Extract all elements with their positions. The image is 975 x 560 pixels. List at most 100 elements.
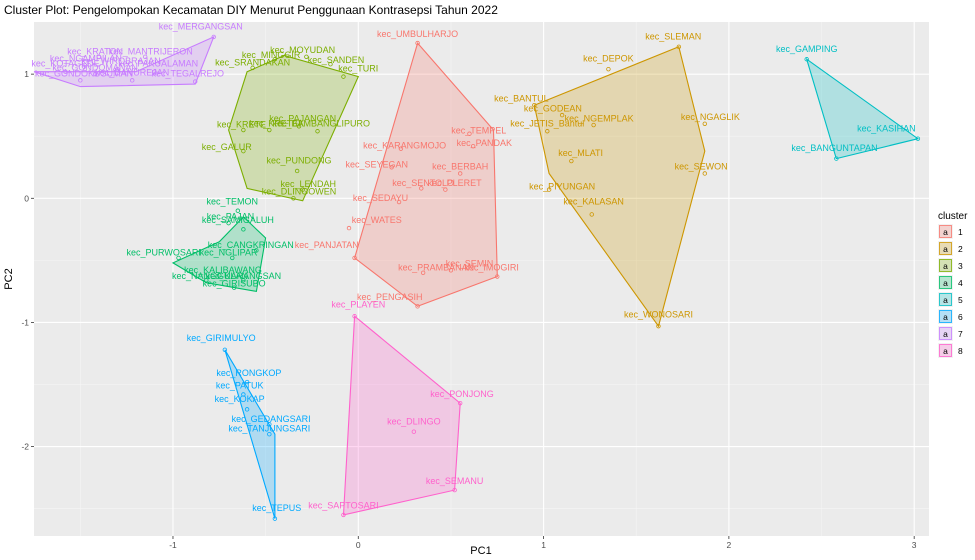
point-kec_BAMBANGLIPURO	[315, 129, 320, 134]
point-label: kec_KOTAGEDE	[31, 59, 99, 69]
point-kec_TANJUNGSARI	[267, 431, 272, 437]
point-label: kec_GONDOMANAN	[52, 62, 138, 72]
point-label: kec_BANGUNTAPAN	[791, 143, 877, 153]
point-label: kec_KRETE	[217, 120, 266, 130]
point-label: kec_GEDANGSARI	[232, 414, 311, 424]
point-label: kec_SAPTOSARI	[308, 501, 378, 511]
point-label: kec_SRANDAKAN	[215, 57, 290, 67]
gridlines-major	[34, 22, 929, 536]
legend-key-bg	[938, 326, 953, 341]
point-label: kec_NGLIPAR	[200, 247, 258, 257]
cluster-points	[63, 34, 921, 521]
point-label: kec_DLINGOWEN	[262, 187, 337, 197]
point-kec_PATUK	[241, 392, 246, 397]
point-label: kec_BANTUL	[494, 93, 549, 103]
point-label: kec_GAMPING	[776, 44, 838, 54]
point-kec_SEYEGAN	[389, 165, 394, 170]
legend-key-bg	[938, 343, 953, 358]
point-kec_KOKAP	[244, 407, 250, 412]
point-kec_KRATON	[96, 54, 102, 59]
point-kec_PLAYEN	[352, 314, 357, 319]
legend-key-glyph: a	[943, 227, 948, 237]
x-axis-title: PC1	[470, 545, 491, 557]
point-label: kec_WONOSARI	[624, 309, 693, 319]
point-kec_PAKUALAMAN	[152, 69, 157, 74]
legend-key-glyph: a	[943, 244, 948, 254]
point-kec_WATES	[346, 225, 352, 231]
legend-key-bg	[938, 258, 953, 273]
point-label: kec_DANUREJAN	[95, 67, 169, 77]
point-label: kec_JETIS_Bantul	[510, 118, 584, 128]
point-label: kec_GALUR	[202, 142, 253, 152]
point-label: kec_SEMANU	[426, 476, 484, 486]
point-kec_NANGGULAN	[204, 278, 209, 283]
point-label: kec_WATES	[352, 215, 402, 225]
point-kec_PIYUNGAN	[546, 187, 552, 192]
point-kec_GONDOMANAN	[92, 71, 98, 77]
point-label: kec_TANJUNGSARI	[228, 424, 310, 434]
legend-label-4: 4	[958, 278, 963, 288]
cluster-5-hull	[805, 57, 920, 160]
legend-label-5: 5	[958, 295, 963, 305]
point-kec_NGEMPLAK	[591, 122, 596, 128]
y-tick-label: 0	[24, 193, 29, 203]
legend-label-6: 6	[958, 312, 963, 322]
point-label: kec_MINGGIR	[242, 50, 301, 60]
point-label: kec_PAKUALAMAN	[118, 59, 198, 69]
point-kec_TEPUS	[272, 516, 278, 521]
point-label: kec_PLAYEN	[331, 300, 385, 310]
point-kec_SEDAYU	[396, 199, 402, 205]
point-label: kec_KOKAP	[215, 394, 265, 404]
point-kec_KARANGSAN	[241, 278, 246, 283]
point-kec_SAMIGALUH	[241, 227, 246, 232]
legend-key-2	[939, 242, 952, 255]
chart-title: Cluster Plot: Pengelompokan Kecamatan DI…	[4, 3, 498, 17]
legend-key-glyph: a	[943, 346, 948, 356]
point-kec_SRANDAKAN	[250, 65, 255, 71]
point-kec_SEMIN	[448, 268, 454, 273]
y-axis: -2 -1 0 1	[21, 69, 34, 452]
legend-key-bg	[938, 275, 953, 290]
legend-key-glyph: a	[943, 295, 948, 305]
point-labels: kec_UMBULHARJO kec_TEMPEL kec_PANDAK kec_KA…	[31, 21, 915, 513]
point-kec_GIRISUBO	[231, 285, 237, 290]
point-kec_SENTOLO	[419, 186, 424, 191]
point-kec_PLERET	[443, 187, 448, 192]
point-label: kec_PLERET	[428, 178, 483, 188]
point-kec_KALIBAWANG	[217, 273, 222, 278]
point-label: kec_SAMIGALUH	[202, 215, 274, 225]
point-label: kec_TEGALREJO	[152, 69, 225, 79]
point-kec_CANGKRINGAN_GAP	[241, 127, 246, 133]
point-label: kec_MLATI	[558, 148, 603, 158]
point-label: kec_SEDAYU	[353, 193, 408, 203]
y-tick-label: -2	[21, 442, 29, 452]
point-kec_GEDANGSARI	[267, 422, 272, 427]
legend: cluster a 1a 2a 3a 4a 5a 6a 7a 8	[938, 211, 968, 358]
point-label: kec_TEMON	[207, 197, 259, 207]
point-kec_PENGASIH	[415, 304, 420, 309]
point-kec_KALASAN	[589, 212, 594, 217]
point-kec_PAJAN	[226, 220, 231, 226]
point-kec_WIROBRAJAN	[115, 66, 120, 72]
point-label: kec_KALASAN	[563, 197, 624, 207]
point-label: kec_TEMPEL	[451, 126, 506, 136]
point-kec_DANUREJAN	[130, 78, 135, 83]
legend-label-3: 3	[958, 261, 963, 271]
x-axis: -1 0 1 2 3	[169, 536, 917, 550]
point-label: kec_NGAGLIK	[681, 112, 740, 122]
point-kec_IMOGIRI	[495, 274, 500, 279]
point-label: kec_MOYUDAN	[270, 45, 335, 55]
point-label: kec_MANTRIJERON	[109, 46, 193, 56]
cluster-6-hull	[224, 349, 276, 519]
x-tick-label: -1	[169, 540, 177, 550]
point-label: kec_UMBULHARJO	[377, 29, 458, 39]
point-label: kec_GODEAN	[524, 103, 582, 113]
point-kec_MERGANGSAN	[211, 34, 216, 40]
point-label: kec_KRETEK	[249, 118, 304, 128]
point-label: kec_KALIBAWANG	[184, 265, 262, 275]
point-label: kec_SEYEGAN	[346, 159, 409, 169]
legend-key-3	[939, 259, 952, 272]
point-kec_PONJONG	[457, 400, 463, 406]
cluster-2-hull	[533, 46, 706, 328]
point-label: kec_GONDOKUSUMAN	[35, 69, 133, 79]
